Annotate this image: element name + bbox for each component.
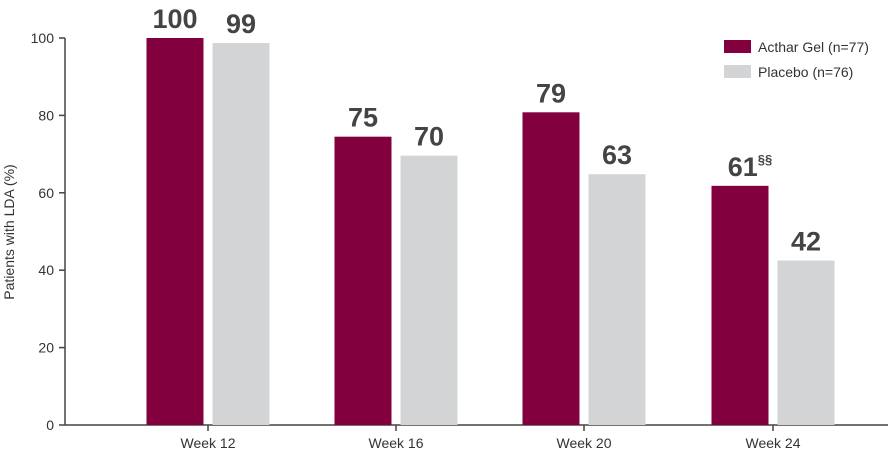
y-tick-label: 0: [46, 417, 54, 433]
legend-swatch: [724, 40, 751, 53]
x-tick-label: Week 12: [181, 435, 236, 451]
y-ticks: 0 20 40 60 80 100: [31, 30, 65, 433]
data-label-value: 63: [602, 140, 632, 170]
x-tick-label: Week 16: [369, 435, 424, 451]
bar: [334, 136, 392, 425]
data-label: 42: [791, 227, 821, 257]
data-label: 99: [226, 9, 256, 39]
bar: [146, 38, 204, 425]
bar: [400, 155, 458, 425]
data-label-value: 42: [791, 227, 821, 257]
bar: [212, 43, 270, 425]
data-label-value: 75: [348, 103, 378, 133]
x-tick-label: Week 20: [557, 435, 612, 451]
data-label-footnote: §§: [758, 152, 772, 167]
data-label-value: 79: [536, 78, 566, 108]
y-tick-label: 20: [38, 340, 54, 356]
data-label: 70: [414, 122, 444, 152]
x-ticks: Week 12 Week 16 Week 20 Week 24: [181, 425, 801, 451]
bar: [777, 260, 835, 425]
y-tick-label: 100: [31, 30, 55, 46]
bar: [522, 112, 580, 425]
data-label-value: 100: [152, 4, 197, 34]
data-label: 63: [602, 140, 632, 170]
x-tick-label: Week 24: [746, 435, 801, 451]
y-tick-label: 40: [38, 262, 54, 278]
data-label: 61§§: [728, 152, 773, 182]
data-label: 79: [536, 78, 566, 108]
legend-label: Acthar Gel (n=77): [758, 39, 869, 55]
bar: [711, 185, 769, 425]
data-label: 75: [348, 103, 378, 133]
bars: [146, 38, 835, 425]
y-tick-label: 60: [38, 185, 54, 201]
data-labels: 100 75 79 61§§ 99 70 63 42: [152, 4, 821, 257]
y-axis-label: Patients with LDA (%): [1, 164, 17, 299]
legend: Acthar Gel (n=77) Placebo (n=76): [724, 39, 869, 80]
legend-swatch: [724, 65, 751, 78]
data-label-value: 99: [226, 9, 256, 39]
bar: [588, 174, 646, 425]
data-label-value: 61: [728, 152, 758, 182]
data-label-value: 70: [414, 122, 444, 152]
legend-label: Placebo (n=76): [758, 64, 853, 80]
y-tick-label: 80: [38, 107, 54, 123]
data-label: 100: [152, 4, 197, 34]
